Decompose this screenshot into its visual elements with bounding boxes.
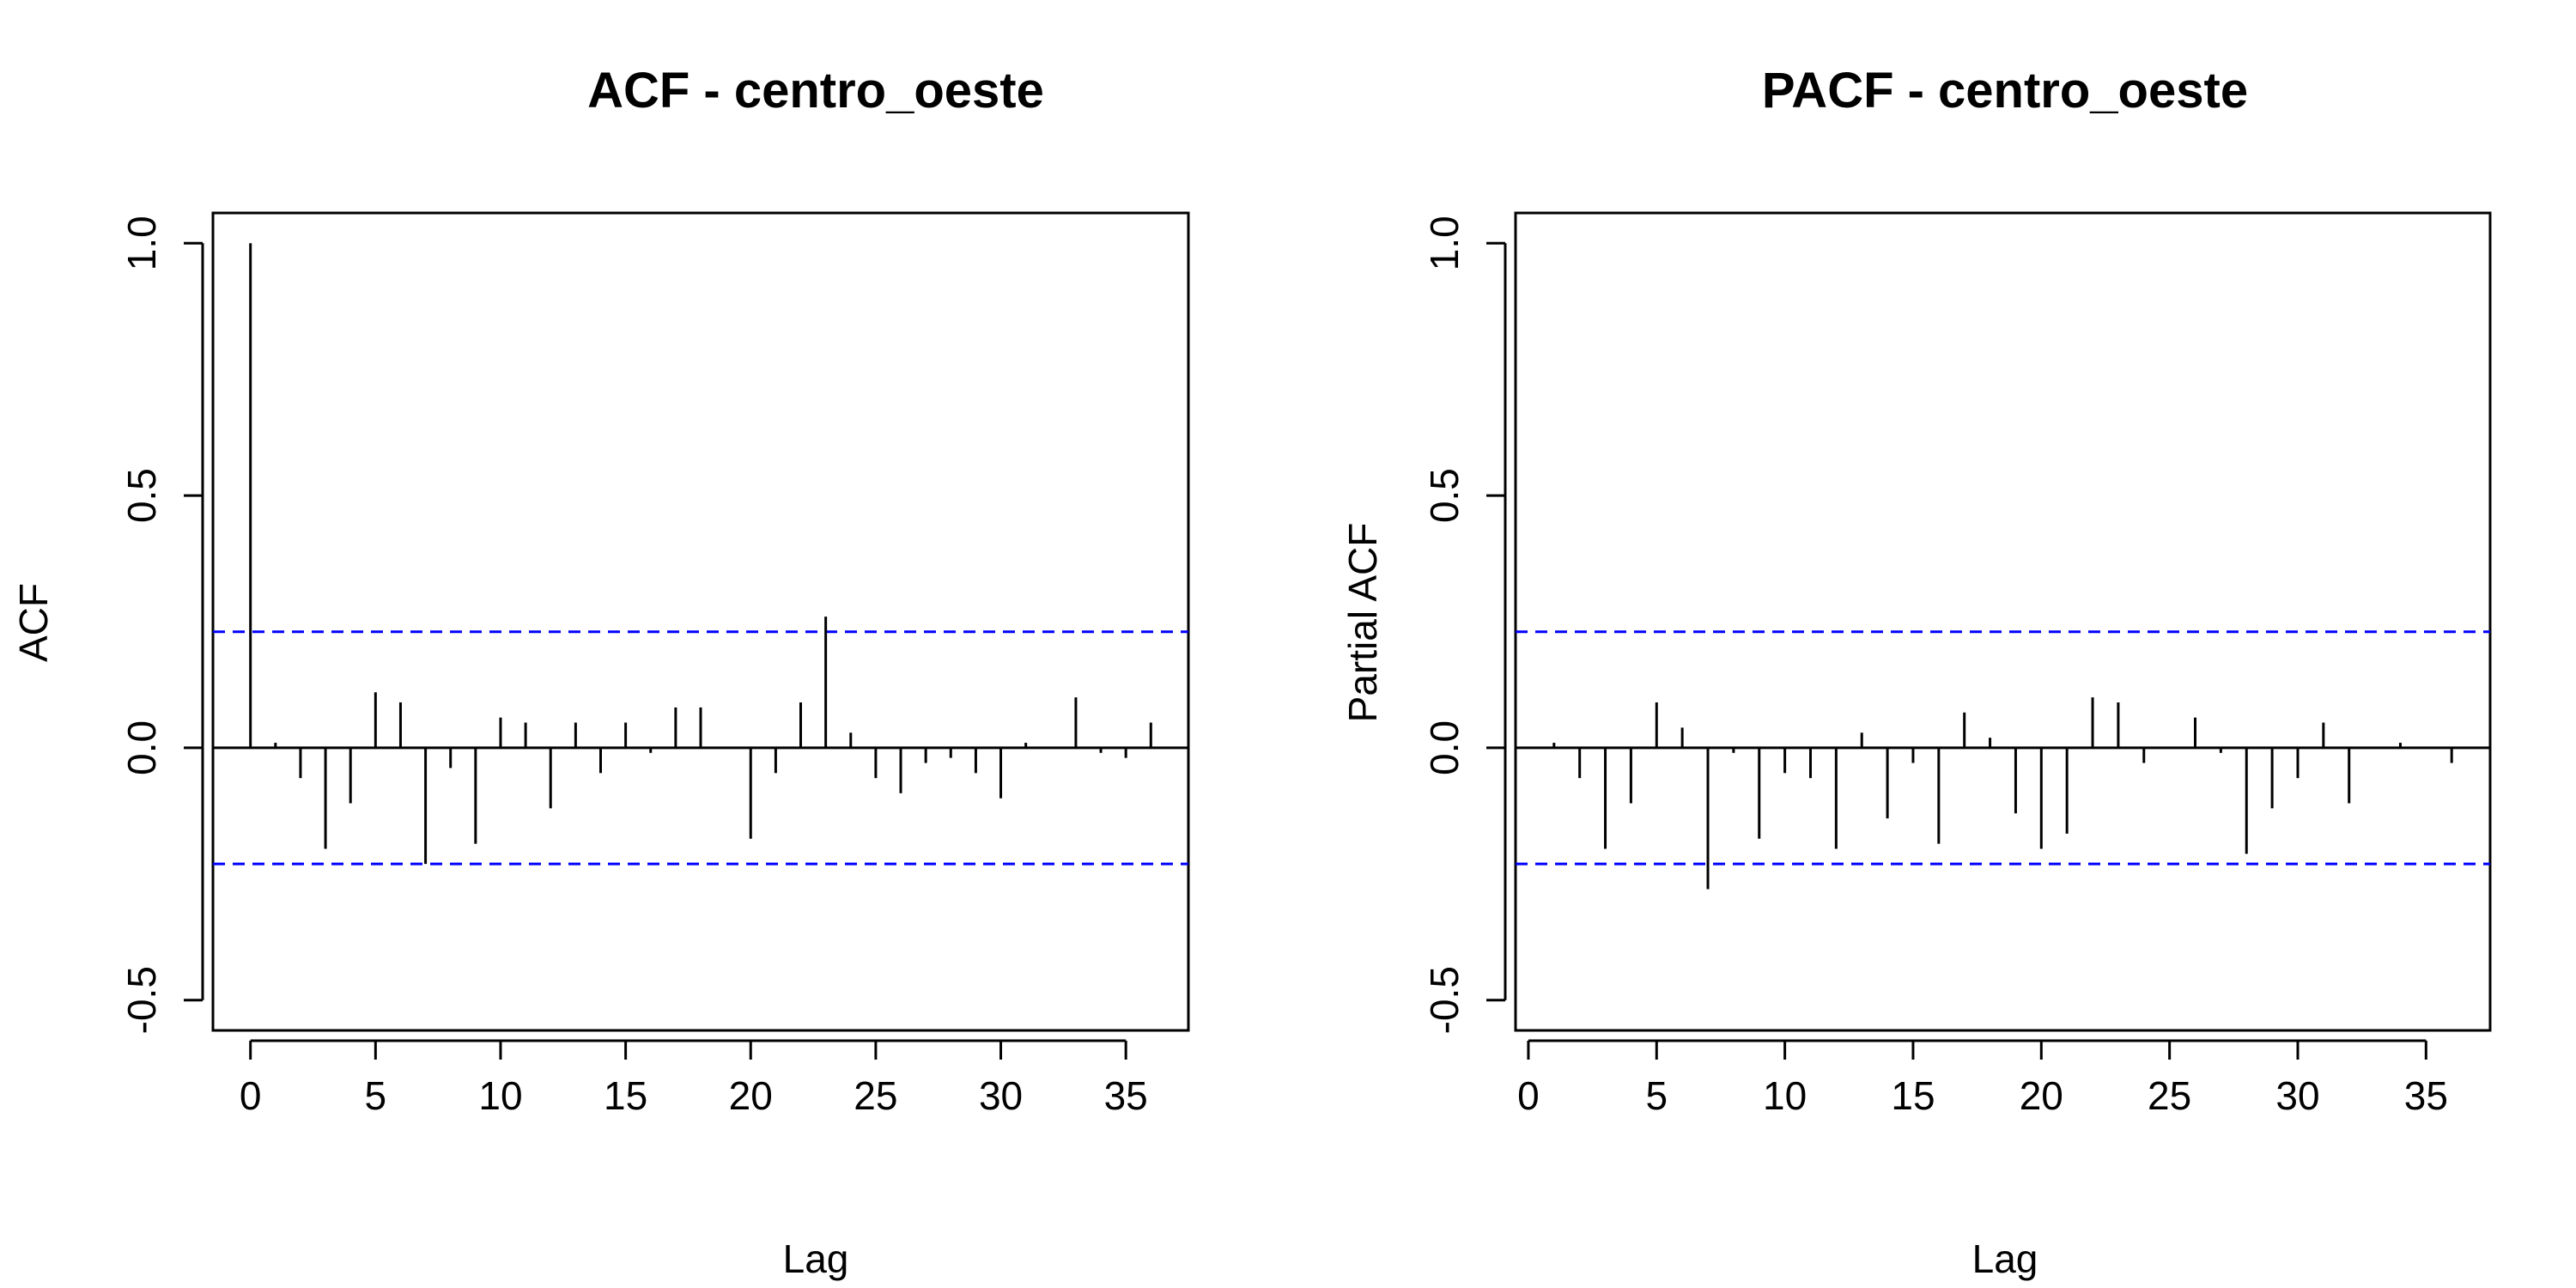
pacf-x-tick-label-15: 15 [1891, 1073, 1935, 1118]
acf-chart-title: ACF - centro_oeste [587, 63, 1044, 118]
pacf-chart-title: PACF - centro_oeste [1762, 63, 2248, 118]
pacf-x-tick-label-10: 10 [1763, 1073, 1807, 1118]
pacf-x-tick-label-35: 35 [2404, 1073, 2448, 1118]
pacf-y-tick-label-3: 1.0 [1422, 216, 1467, 270]
acf-x-tick-label-5: 5 [365, 1073, 387, 1118]
pacf-x-tick-label-5: 5 [1645, 1073, 1668, 1118]
pacf-plot-frame [1514, 211, 2492, 1032]
acf-marks: 0 5 10 15 20 25 30 35 -0.5 0.0 0.5 1.0 [119, 216, 1188, 1118]
pacf-x-tick-label-30: 30 [2275, 1073, 2319, 1118]
pacf-x-axis-label: Lag [1972, 1236, 2038, 1281]
acf-x-tick-label-20: 20 [729, 1073, 773, 1118]
acf-y-tick-label-3: 1.0 [119, 216, 164, 270]
acf-x-axis-label: Lag [783, 1236, 849, 1281]
pacf-y-axis-label: Partial ACF [1340, 523, 1385, 723]
acf-x-tick-label-30: 30 [979, 1073, 1023, 1118]
pacf-y-tick-label-0: -0.5 [1422, 966, 1467, 1034]
acf-x-tick-label-10: 10 [478, 1073, 522, 1118]
pacf-x-tick-label-20: 20 [2020, 1073, 2063, 1118]
acf-x-tick-label-35: 35 [1104, 1073, 1148, 1118]
acf-plot-frame [211, 211, 1190, 1032]
acf-x-tick-label-0: 0 [240, 1073, 262, 1118]
pacf-y-tick-label-2: 0.5 [1422, 468, 1467, 523]
pacf-x-tick-label-25: 25 [2148, 1073, 2191, 1118]
pacf-y-tick-label-1: 0.0 [1422, 720, 1467, 775]
acf-y-tick-label-2: 0.5 [119, 468, 164, 523]
pacf-x-tick-label-0: 0 [1517, 1073, 1540, 1118]
acf-y-tick-label-1: 0.0 [119, 720, 164, 775]
acf-y-axis-label: ACF [11, 583, 56, 662]
acf-y-tick-label-0: -0.5 [119, 966, 164, 1034]
acf-x-tick-label-15: 15 [604, 1073, 647, 1118]
acf-panel: ACF - centro_oeste Lag ACF 0 5 10 15 20 25 30 3… [11, 63, 1190, 1281]
pacf-panel: PACF - centro_oeste Lag Partial ACF 0 5 10… [1340, 63, 2492, 1281]
acf-x-tick-label-25: 25 [854, 1073, 897, 1118]
pacf-marks: 0 5 10 15 20 25 30 35 -0.5 0.0 0.5 1.0 [1422, 216, 2490, 1118]
